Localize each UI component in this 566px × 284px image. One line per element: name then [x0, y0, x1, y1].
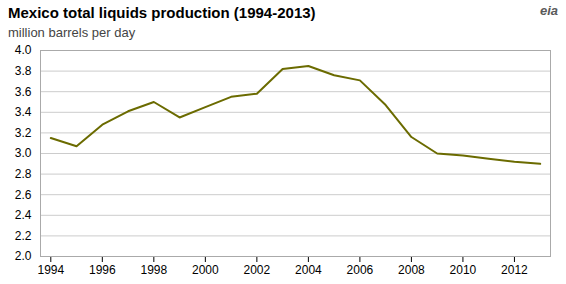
svg-text:1996: 1996 [89, 263, 116, 277]
svg-text:2006: 2006 [347, 263, 374, 277]
svg-text:4.0: 4.0 [15, 43, 32, 57]
html-text:eia: eia [539, 3, 558, 18]
svg-text:3.4: 3.4 [15, 105, 32, 119]
svg-text:3.0: 3.0 [15, 146, 32, 160]
svg-text:2010: 2010 [450, 263, 477, 277]
svg-text:3.2: 3.2 [15, 126, 32, 140]
svg-text:2.0: 2.0 [15, 249, 32, 263]
svg-text:2.4: 2.4 [15, 208, 32, 222]
svg-text:2.2: 2.2 [15, 229, 32, 243]
svg-text:2.8: 2.8 [15, 167, 32, 181]
svg-text:1994: 1994 [37, 263, 64, 277]
svg-text:2004: 2004 [295, 263, 322, 277]
html-text:million barrels per day: million barrels per day [8, 25, 136, 40]
svg-text:3.6: 3.6 [15, 85, 32, 99]
svg-text:2000: 2000 [192, 263, 219, 277]
svg-text:3.8: 3.8 [15, 64, 32, 78]
svg-text:2012: 2012 [501, 263, 528, 277]
svg-text:2002: 2002 [244, 263, 271, 277]
svg-text:1998: 1998 [140, 263, 167, 277]
svg-text:2.6: 2.6 [15, 188, 32, 202]
html-text:Mexico total liquids productio: Mexico total liquids production (1994-20… [8, 4, 316, 21]
svg-text:2008: 2008 [398, 263, 425, 277]
